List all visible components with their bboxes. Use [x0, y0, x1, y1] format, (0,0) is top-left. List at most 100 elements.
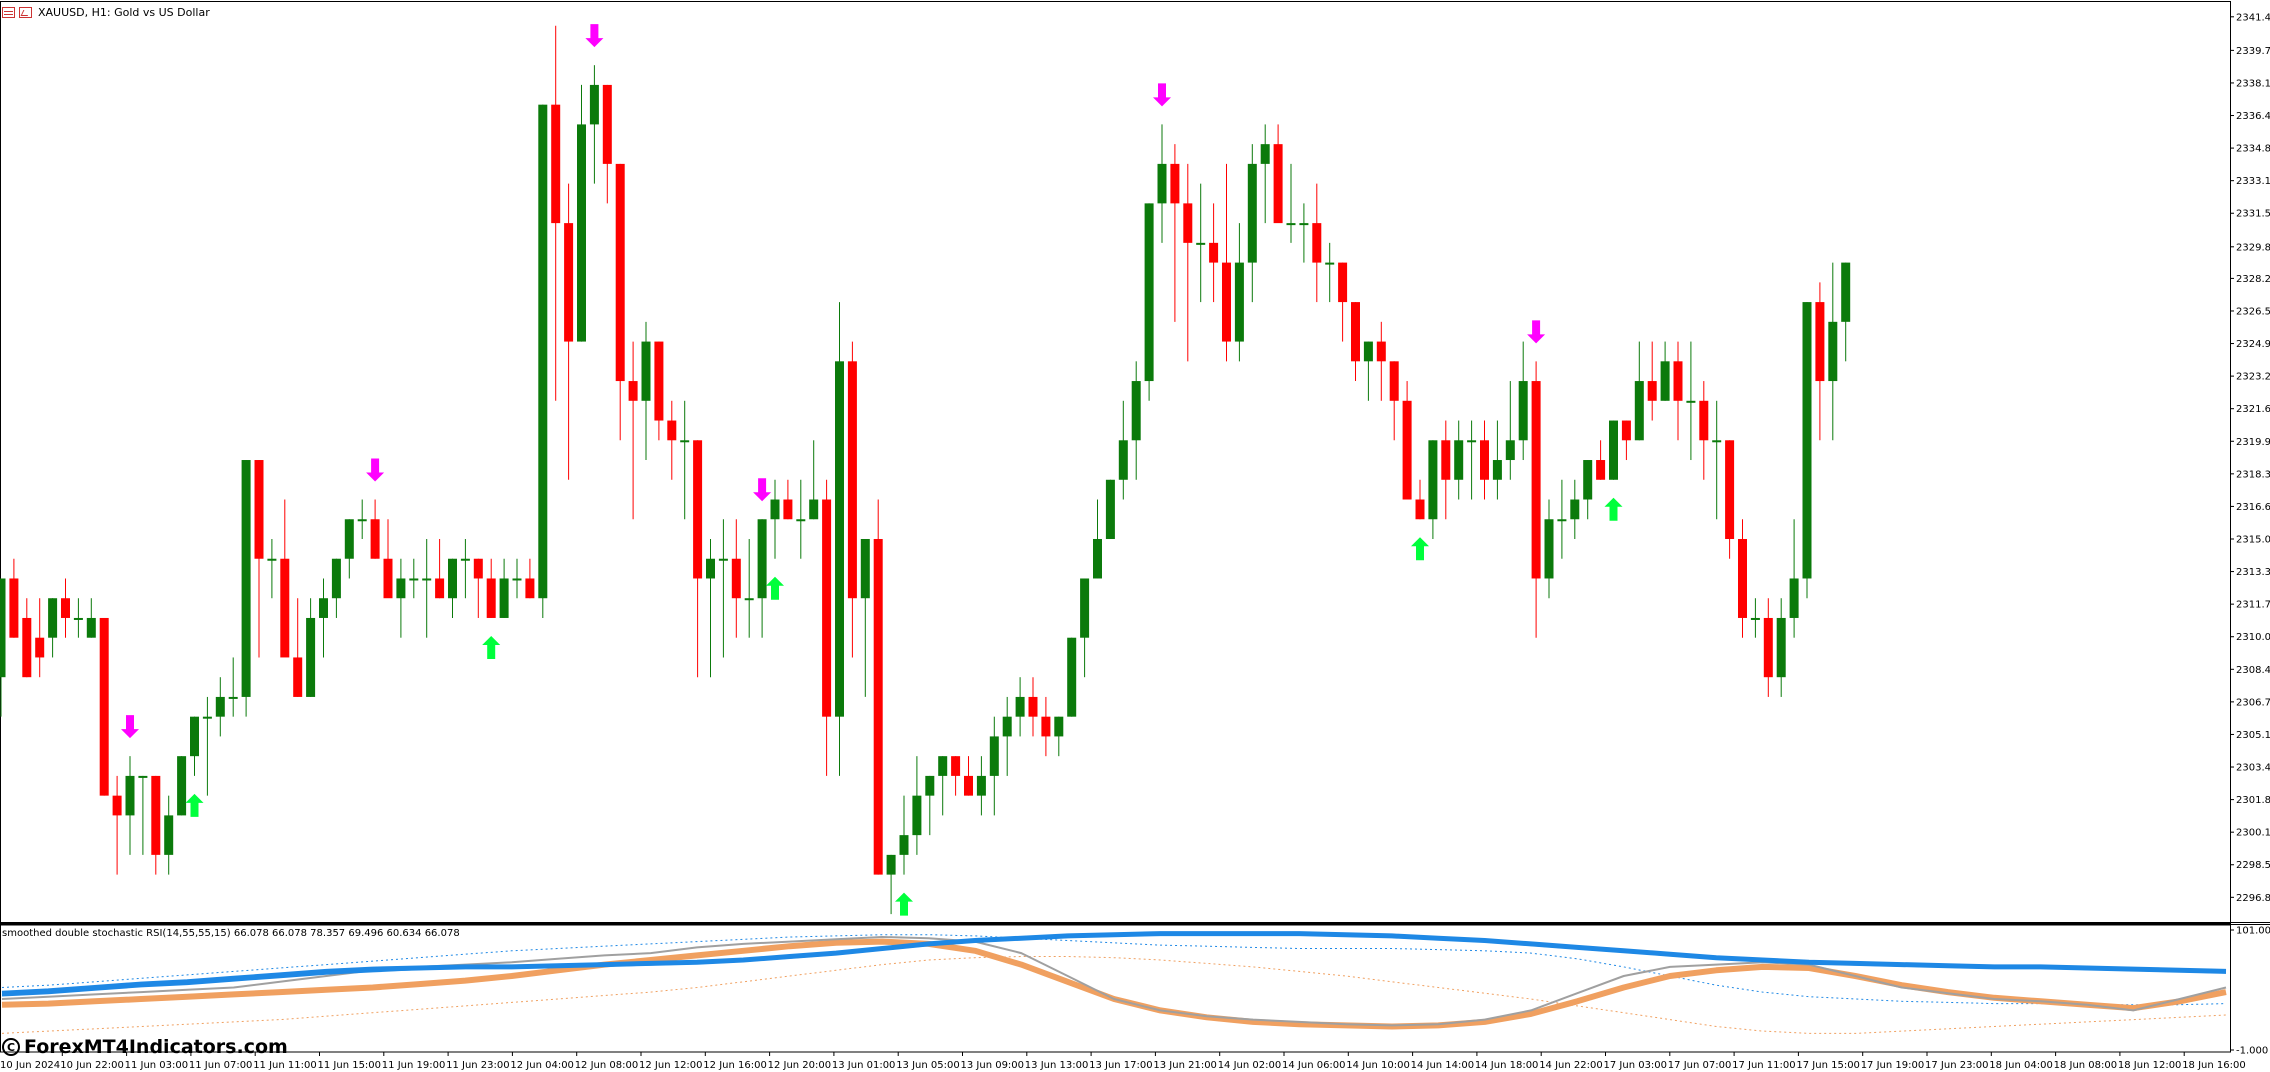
bull-candle[interactable]	[1247, 163, 1257, 263]
bull-candle[interactable]	[177, 756, 187, 816]
bull-candle[interactable]	[706, 558, 715, 579]
bear-candle[interactable]	[293, 657, 303, 697]
bear-candle[interactable]	[1815, 302, 1825, 382]
bull-candle[interactable]	[718, 558, 728, 561]
bull-candle[interactable]	[1363, 341, 1373, 362]
bear-candle[interactable]	[1222, 262, 1231, 342]
bull-candle[interactable]	[1570, 499, 1580, 520]
bear-candle[interactable]	[1209, 242, 1219, 263]
bull-candle[interactable]	[1750, 617, 1760, 620]
bear-candle[interactable]	[1647, 381, 1657, 401]
bull-candle[interactable]	[202, 716, 212, 719]
bear-candle[interactable]	[22, 617, 32, 678]
bull-candle[interactable]	[1144, 203, 1154, 382]
bear-candle[interactable]	[1763, 617, 1773, 678]
bull-candle[interactable]	[331, 558, 341, 599]
bull-candle[interactable]	[396, 578, 406, 599]
bear-candle[interactable]	[1415, 499, 1425, 520]
bear-candle[interactable]	[873, 538, 883, 875]
bull-candle[interactable]	[1234, 262, 1244, 342]
bear-candle[interactable]	[1673, 361, 1683, 401]
bull-candle[interactable]	[589, 84, 599, 125]
bull-candle[interactable]	[680, 440, 690, 443]
bear-candle[interactable]	[564, 223, 574, 342]
bear-candle[interactable]	[525, 578, 535, 599]
bull-candle[interactable]	[0, 578, 6, 678]
bear-candle[interactable]	[615, 163, 625, 382]
bull-candle[interactable]	[976, 775, 986, 796]
bear-candle[interactable]	[435, 578, 445, 599]
bull-candle[interactable]	[1015, 696, 1025, 717]
bull-candle[interactable]	[1660, 361, 1670, 401]
bull-candle[interactable]	[1802, 302, 1812, 579]
bull-candle[interactable]	[267, 558, 277, 561]
bear-candle[interactable]	[964, 775, 973, 796]
bear-candle[interactable]	[654, 341, 664, 421]
bear-candle[interactable]	[1312, 223, 1322, 263]
bull-candle[interactable]	[73, 617, 83, 620]
bear-candle[interactable]	[822, 499, 832, 717]
grid-icon[interactable]	[2, 6, 15, 18]
bear-candle[interactable]	[731, 558, 741, 599]
bear-candle[interactable]	[383, 558, 393, 599]
bull-candle[interactable]	[86, 617, 96, 638]
bull-candle[interactable]	[1131, 381, 1141, 441]
bull-candle[interactable]	[744, 598, 754, 601]
bear-candle[interactable]	[1028, 696, 1038, 717]
bear-candle[interactable]	[486, 578, 496, 618]
bull-candle[interactable]	[409, 578, 419, 581]
bull-candle[interactable]	[989, 736, 999, 776]
bull-candle[interactable]	[164, 815, 174, 855]
bull-candle[interactable]	[577, 124, 586, 342]
bear-candle[interactable]	[1273, 144, 1283, 224]
bull-candle[interactable]	[1686, 400, 1696, 403]
bear-candle[interactable]	[847, 361, 857, 599]
bear-candle[interactable]	[254, 460, 264, 559]
bull-candle[interactable]	[809, 499, 819, 520]
bull-candle[interactable]	[899, 835, 909, 855]
bull-candle[interactable]	[925, 775, 935, 796]
bull-candle[interactable]	[1841, 262, 1851, 322]
bull-candle[interactable]	[1712, 440, 1722, 443]
bear-candle[interactable]	[151, 775, 161, 855]
bull-candle[interactable]	[422, 578, 432, 581]
bull-candle[interactable]	[860, 538, 870, 599]
bull-candle[interactable]	[512, 578, 522, 581]
bull-candle[interactable]	[641, 341, 651, 401]
bull-candle[interactable]	[1557, 519, 1567, 522]
bull-candle[interactable]	[138, 775, 148, 778]
bull-candle[interactable]	[1505, 440, 1515, 461]
bull-candle[interactable]	[1118, 440, 1128, 480]
bear-candle[interactable]	[1738, 538, 1747, 618]
bull-candle[interactable]	[1325, 262, 1335, 265]
bull-candle[interactable]	[912, 795, 922, 836]
bull-candle[interactable]	[1093, 538, 1102, 579]
bull-candle[interactable]	[241, 460, 251, 697]
bull-candle[interactable]	[757, 519, 767, 599]
bull-candle[interactable]	[125, 775, 135, 816]
bear-candle[interactable]	[783, 499, 793, 520]
bull-candle[interactable]	[1157, 163, 1167, 204]
bull-candle[interactable]	[1105, 479, 1115, 539]
bull-candle[interactable]	[1467, 440, 1477, 443]
bull-candle[interactable]	[1518, 381, 1528, 441]
bear-candle[interactable]	[1699, 400, 1709, 441]
bear-candle[interactable]	[1376, 341, 1386, 362]
bull-candle[interactable]	[344, 519, 354, 559]
bull-candle[interactable]	[448, 558, 457, 599]
bear-candle[interactable]	[1351, 302, 1360, 362]
bull-candle[interactable]	[228, 696, 238, 699]
bear-candle[interactable]	[1621, 420, 1631, 441]
bear-candle[interactable]	[1041, 716, 1051, 737]
bear-candle[interactable]	[473, 558, 483, 579]
bear-candle[interactable]	[1480, 440, 1489, 480]
bull-candle[interactable]	[1454, 440, 1464, 480]
chart-icon[interactable]	[19, 6, 32, 18]
bull-candle[interactable]	[1609, 420, 1618, 480]
bear-candle[interactable]	[9, 578, 19, 638]
bear-candle[interactable]	[1441, 440, 1451, 480]
bull-candle[interactable]	[1828, 321, 1838, 382]
bear-candle[interactable]	[1596, 460, 1606, 480]
